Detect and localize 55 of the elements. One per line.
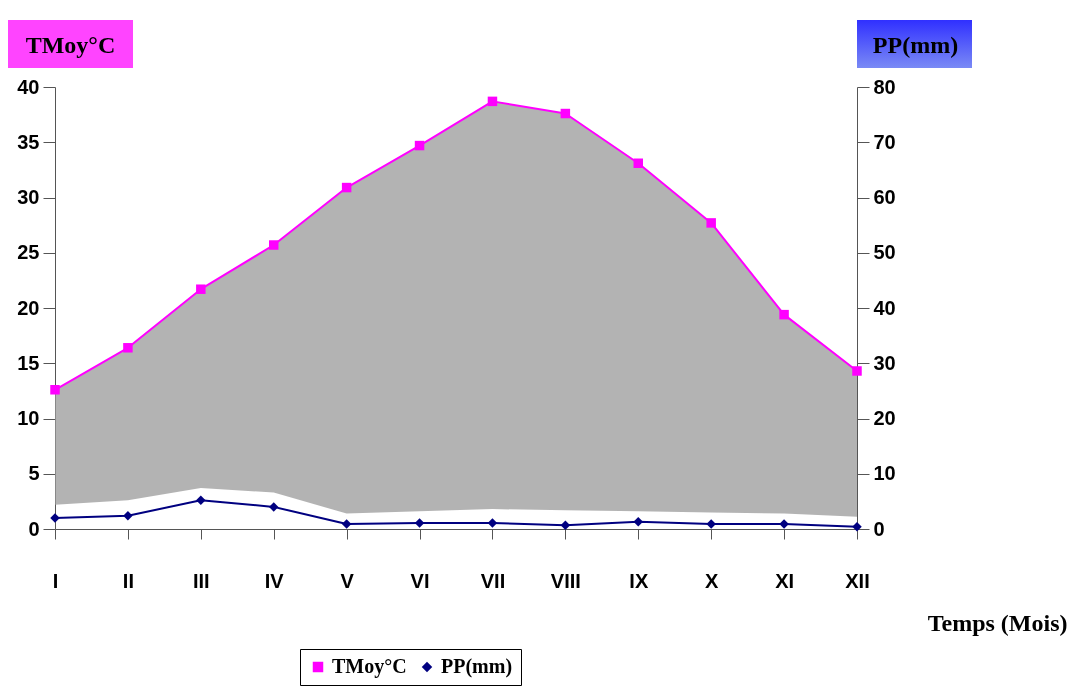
x-tick-label: I: [52, 569, 59, 592]
y2-axis-title: PP(mm): [872, 31, 959, 58]
y2-tick-label: 30: [873, 351, 896, 374]
x-axis-title: Temps (Mois): [927, 609, 1068, 636]
y2-tick-label: 10: [873, 462, 896, 485]
y-tick-label: 30: [17, 186, 40, 208]
point: [779, 309, 789, 320]
y-tick-label: 15: [17, 351, 40, 374]
point: [633, 158, 644, 168]
x-tick-label: VIII: [550, 569, 581, 592]
x-tick-label: XI: [775, 569, 795, 592]
x-tick-label: VII: [480, 569, 506, 592]
point: [341, 519, 352, 529]
point: [123, 511, 133, 521]
x-tick-label: X: [705, 569, 720, 592]
point: [852, 366, 862, 376]
legend-label: TMoy°C: [332, 655, 407, 678]
y-tick-label: 40: [17, 75, 40, 98]
y-tick-label: 25: [17, 241, 40, 264]
point: [487, 518, 498, 528]
y-tick-label: 10: [17, 407, 40, 429]
y2-tick-label: 50: [873, 241, 896, 264]
y-tick-label: 5: [28, 462, 40, 485]
x-tick-label: XII: [845, 569, 870, 592]
point: [414, 518, 425, 528]
x-tick-label: IV: [264, 569, 285, 592]
point: [560, 520, 571, 530]
point: [560, 108, 571, 119]
y2-tick-label: 60: [873, 186, 896, 208]
legend-label: PP(mm): [441, 655, 513, 678]
x-tick-label: II: [122, 569, 134, 592]
y-tick-label: 0: [28, 517, 40, 540]
point: [341, 182, 352, 193]
y2-tick-label: 70: [873, 130, 896, 153]
x-tick-label: IX: [629, 569, 649, 592]
point: [268, 502, 279, 512]
point: [706, 218, 716, 228]
y2-tick-label: 80: [873, 75, 896, 98]
point: [123, 343, 133, 353]
point: [487, 96, 498, 107]
point: [196, 284, 206, 294]
y2-tick-label: 0: [873, 517, 885, 540]
y-tick-label: 20: [17, 296, 40, 319]
point: [414, 140, 425, 151]
y-tick-label: 35: [17, 130, 40, 153]
x-tick-label: VI: [410, 569, 430, 592]
point: [196, 495, 206, 506]
point: [50, 385, 60, 395]
y-axis-title: TMoy°C: [25, 31, 116, 58]
x-tick-label: III: [192, 569, 210, 592]
y2-tick-label: 40: [873, 296, 896, 319]
x-tick-label: V: [340, 569, 355, 592]
y2-tick-label: 20: [873, 407, 896, 429]
point: [633, 517, 644, 527]
point: [268, 240, 279, 250]
